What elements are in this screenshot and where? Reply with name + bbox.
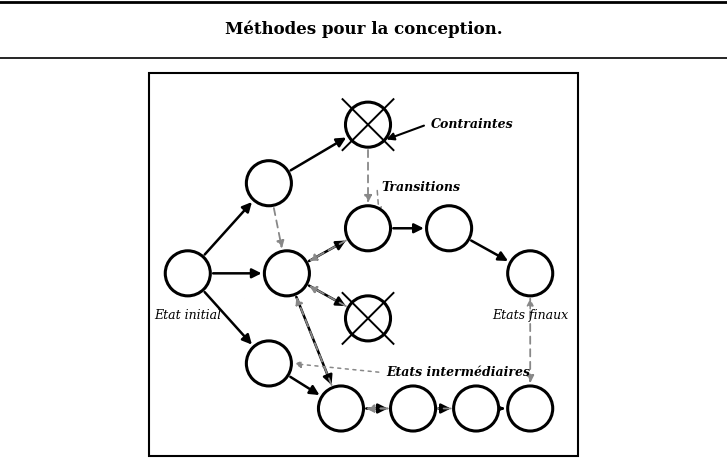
- Circle shape: [454, 386, 499, 431]
- Text: Etats finaux: Etats finaux: [492, 309, 569, 322]
- Circle shape: [345, 296, 390, 341]
- Circle shape: [507, 251, 553, 296]
- Circle shape: [165, 251, 210, 296]
- Circle shape: [265, 251, 310, 296]
- Text: Transitions: Transitions: [382, 181, 460, 194]
- Text: Méthodes pour la conception.: Méthodes pour la conception.: [225, 21, 502, 38]
- Circle shape: [427, 206, 472, 251]
- Text: Etat initial: Etat initial: [154, 309, 221, 322]
- Text: Contraintes: Contraintes: [431, 118, 514, 131]
- Circle shape: [345, 102, 390, 147]
- Circle shape: [318, 386, 364, 431]
- Circle shape: [246, 341, 292, 386]
- Circle shape: [390, 386, 435, 431]
- Circle shape: [246, 160, 292, 206]
- Text: Etats intermédiaires: Etats intermédiaires: [386, 366, 530, 379]
- FancyBboxPatch shape: [150, 73, 577, 456]
- Circle shape: [345, 206, 390, 251]
- Circle shape: [507, 386, 553, 431]
